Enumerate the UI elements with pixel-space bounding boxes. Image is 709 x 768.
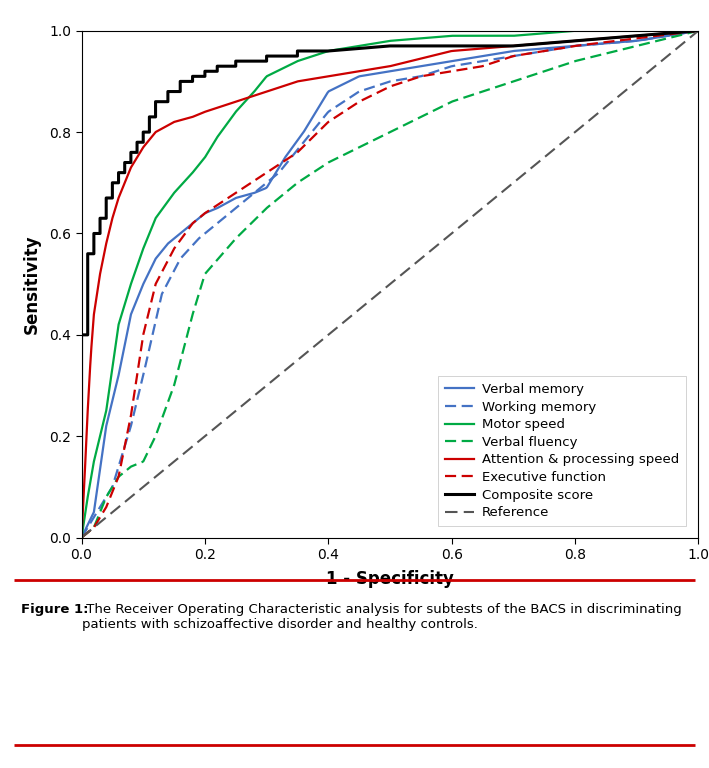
Text: The Receiver Operating Characteristic analysis for subtests of the BACS in discr: The Receiver Operating Characteristic an… [82,603,681,631]
X-axis label: 1 - Specificity: 1 - Specificity [326,571,454,588]
Text: Figure 1:: Figure 1: [21,603,89,616]
Legend: Verbal memory, Working memory, Motor speed, Verbal fluency, Attention & processi: Verbal memory, Working memory, Motor spe… [438,376,686,526]
Y-axis label: Sensitivity: Sensitivity [23,234,41,334]
